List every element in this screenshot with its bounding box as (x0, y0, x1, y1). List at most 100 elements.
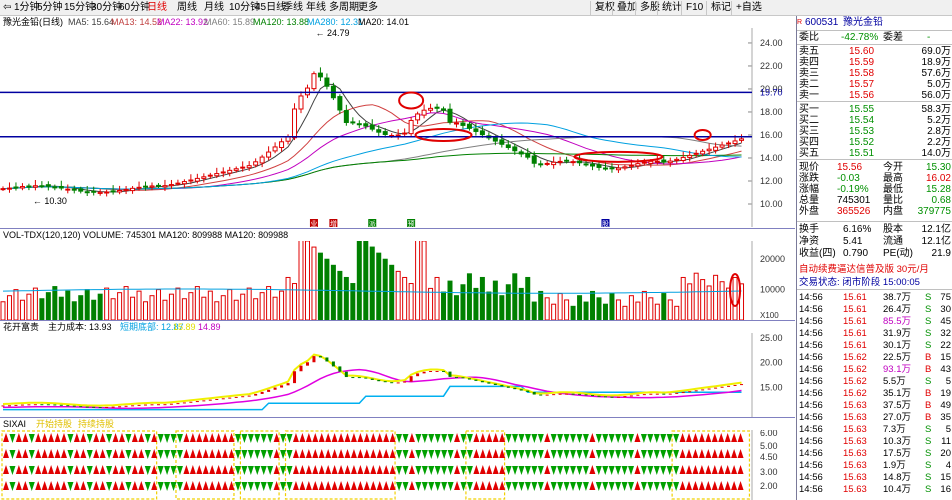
bid-row[interactable]: 买二 15.54 5.2万 (797, 115, 952, 126)
tick-row[interactable]: 14:56 15.63 27.0万 B 35 (797, 412, 952, 423)
volume-chart[interactable]: 20000 10000 X100 (0, 241, 795, 320)
ask-row[interactable]: 卖三 15.58 57.6万 (797, 68, 952, 79)
tick-row[interactable]: 14:56 15.63 37.5万 B 49 (797, 400, 952, 411)
ask-row[interactable]: 卖二 15.57 5.0万 (797, 79, 952, 90)
tick-side: S (925, 292, 932, 303)
high-price-label: ← 24.79 (315, 28, 349, 38)
down-arrow-icon (254, 466, 261, 475)
candle-body (680, 156, 686, 162)
tick-row[interactable]: 14:56 15.63 1.9万 S 4 (797, 460, 952, 471)
period-tab[interactable]: 15分钟 (64, 2, 96, 13)
period-tab[interactable]: 更多 (358, 2, 378, 13)
tick-row[interactable]: 14:56 15.63 10.3万 S 11 (797, 436, 952, 447)
tick-row[interactable]: 14:56 15.61 26.4万 S 30 (797, 304, 952, 315)
tick-row[interactable]: 14:56 15.61 31.9万 S 32 (797, 328, 952, 339)
ask-label: 卖二 (799, 79, 819, 90)
candle-body (395, 134, 401, 137)
down-arrow-icon (125, 466, 132, 475)
tick-count: 49 (940, 400, 951, 411)
up-arrow-icon (705, 449, 712, 458)
candle-body (661, 159, 667, 163)
cost-candle (156, 404, 160, 406)
cost-bottom: 短期底部: 12.87 (120, 322, 184, 332)
down-arrow-icon (673, 466, 680, 475)
tick-row[interactable]: 14:56 15.62 5.5万 S 5 (797, 376, 952, 387)
candle-body (369, 124, 375, 130)
tick-row[interactable]: 14:56 15.61 38.7万 S 75 (797, 292, 952, 303)
period-tab[interactable]: 10分钟 (229, 2, 261, 13)
cost-candle (513, 387, 517, 390)
tick-row[interactable]: 14:56 15.63 14.8万 S 15 (797, 472, 952, 483)
period-tab[interactable]: 多周期 (329, 2, 359, 13)
tick-row[interactable]: 14:56 15.63 17.5万 S 20 (797, 448, 952, 459)
back-arrow-icon[interactable]: ⇦ (3, 2, 12, 13)
tick-row[interactable]: 14:56 15.62 93.1万 B 43 (797, 364, 952, 375)
bid-row[interactable]: 买五 15.51 14.0万 (797, 148, 952, 159)
down-arrow-icon (550, 434, 557, 443)
period-tab[interactable]: 日线 (147, 2, 167, 13)
candlestick-chart[interactable]: 24.00 22.00 20.00 18.00 16.00 14.00 12.00 10.00… (0, 28, 795, 227)
tick-row[interactable]: 14:56 15.61 30.1万 S 22 (797, 340, 952, 351)
period-tab[interactable]: 5分钟 (37, 2, 63, 13)
up-arrow-icon (118, 481, 125, 490)
tick-row[interactable]: 14:56 15.62 35.1万 B 19 (797, 388, 952, 399)
candle-body (298, 95, 304, 110)
period-tab[interactable]: 30分钟 (91, 2, 123, 13)
promo-banner[interactable]: 自动续费逼达信普及版 30元/月 (797, 264, 952, 276)
down-arrow-icon (267, 466, 274, 475)
candle-body (272, 146, 278, 152)
up-arrow-icon (698, 433, 705, 442)
tick-row[interactable]: 14:56 15.63 10.4万 S 16 (797, 484, 952, 495)
ask-row[interactable]: 卖四 15.59 18.9万 (797, 57, 952, 68)
toolbar-button[interactable]: 统计 (657, 1, 682, 15)
bid-row[interactable]: 买一 15.55 58.3万 (797, 104, 952, 115)
sixai-chart[interactable]: 6.00 5.004.50 3.00 2.00 (0, 430, 795, 500)
volume-bar (207, 290, 213, 320)
toolbar-button[interactable]: 复权 (590, 1, 615, 15)
toolbar-button[interactable]: 多股 (635, 1, 660, 15)
down-arrow-icon (602, 434, 609, 443)
y-tick-label: 25.00 (760, 333, 783, 343)
event-mark-label: 业 (310, 219, 317, 227)
ma-label: MA280: 12.31 (307, 17, 364, 27)
quote-panel: R 600531 豫光金铅 委比 -42.78% 委差 - 卖五 15.60 69.… (796, 16, 952, 500)
toolbar-button[interactable]: 叠加 (612, 1, 637, 15)
stat-value: -0.19% (837, 184, 869, 195)
cost-candle (331, 361, 335, 367)
period-tab[interactable]: 年线 (306, 2, 326, 13)
period-tab[interactable]: 60分钟 (119, 2, 151, 13)
ask-row[interactable]: 卖一 15.56 56.0万 (797, 90, 952, 101)
tick-count: 11 (941, 436, 951, 447)
toolbar-button[interactable]: +自选 (731, 1, 762, 15)
bid-row[interactable]: 买三 15.53 2.8万 (797, 126, 952, 137)
tick-row[interactable]: 14:56 15.61 85.5万 S 45 (797, 316, 952, 327)
bid-row[interactable]: 买四 15.52 2.2万 (797, 137, 952, 148)
period-tab[interactable]: 月线 (204, 2, 224, 13)
down-arrow-icon (621, 450, 628, 459)
up-arrow-icon (383, 481, 390, 490)
period-tab[interactable]: 周线 (177, 2, 197, 13)
toolbar-button[interactable]: 标记 (706, 1, 731, 15)
cost-candle (474, 379, 478, 381)
candle-body (253, 161, 259, 166)
banner-text[interactable]: 自动续费逼达信普及版 30元/月 (799, 264, 929, 275)
up-arrow-icon (350, 465, 357, 474)
cost-chart[interactable]: 25.00 20.00 15.00 (0, 333, 795, 417)
period-tab[interactable]: 1分钟 (14, 2, 40, 13)
tick-volume: 30.1万 (883, 340, 911, 351)
tick-side: B (925, 352, 932, 363)
volume-bar (460, 284, 466, 320)
up-arrow-icon (718, 433, 725, 442)
up-arrow-icon (299, 465, 306, 474)
up-arrow-icon (15, 433, 22, 442)
toolbar-button[interactable]: F10 (681, 1, 703, 15)
pane-divider (0, 228, 795, 229)
down-arrow-icon (531, 466, 538, 475)
period-tab[interactable]: 季线 (283, 2, 303, 13)
tick-row[interactable]: 14:56 15.63 7.3万 S 5 (797, 424, 952, 435)
tick-row[interactable]: 14:56 15.62 22.5万 B 15 (797, 352, 952, 363)
period-tab[interactable]: 45日线 (255, 2, 287, 13)
cost-candle (33, 404, 37, 406)
ask-price: 15.57 (849, 79, 875, 90)
ask-row[interactable]: 卖五 15.60 69.0万 (797, 46, 952, 57)
